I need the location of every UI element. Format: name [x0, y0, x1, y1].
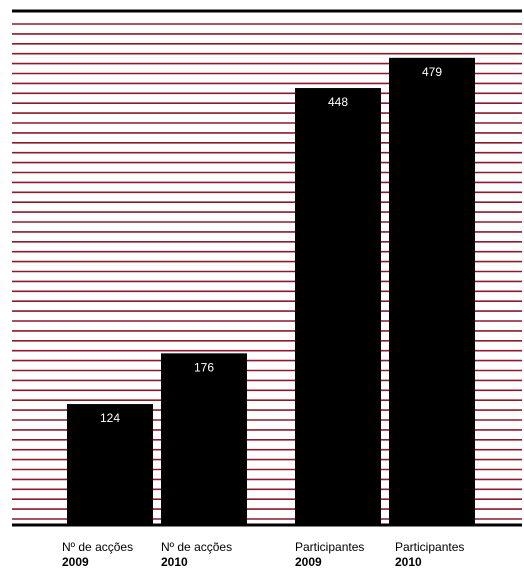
data-label: 479	[422, 65, 442, 79]
category-name: Nº de acções	[62, 540, 134, 554]
category-name: Nº de acções	[161, 540, 233, 554]
category-label: Participantes 2010	[395, 540, 464, 570]
category-label: Nº de acções 2009	[62, 540, 133, 570]
data-label: 124	[100, 411, 120, 425]
bar	[295, 88, 381, 525]
category-year: 2010	[161, 555, 188, 569]
category-name: Participantes	[295, 540, 365, 554]
axes	[12, 9, 522, 527]
bars: 124 176 448 479	[67, 57, 475, 525]
category-label: Participantes 2009	[295, 540, 364, 570]
category-year: 2009	[62, 555, 89, 569]
bar	[67, 404, 153, 525]
category-label: Nº de acções 2010	[161, 540, 232, 570]
category-year: 2010	[395, 555, 422, 569]
category-name: Participantes	[395, 540, 465, 554]
data-label: 448	[328, 95, 348, 109]
category-year: 2009	[295, 555, 322, 569]
data-label: 176	[194, 360, 214, 374]
bar	[161, 353, 247, 525]
bar	[389, 57, 475, 525]
